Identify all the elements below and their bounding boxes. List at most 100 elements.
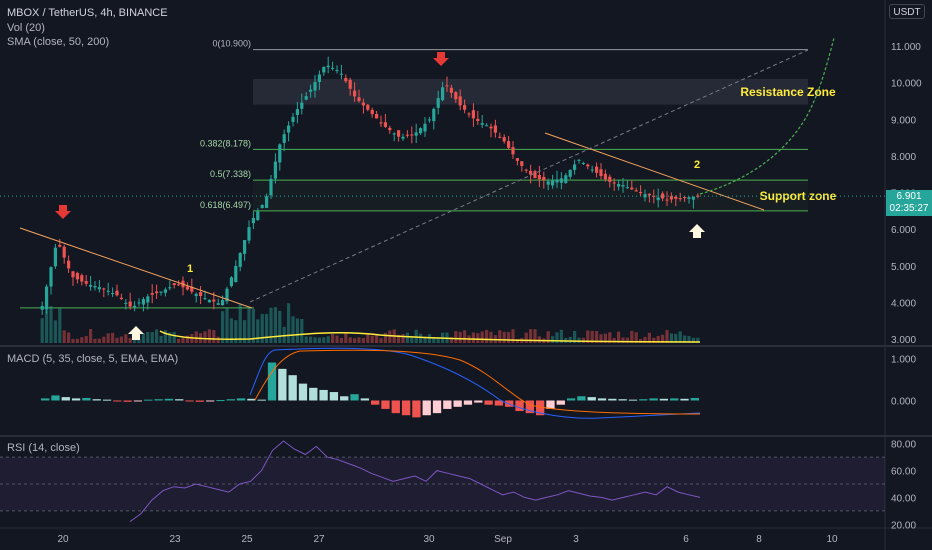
volume-bar [251, 308, 255, 343]
candle-body [269, 178, 273, 196]
macd-pane-title[interactable]: MACD (5, 35, close, 5, EMA, EMA) [7, 353, 179, 365]
volume-bar [555, 332, 559, 343]
volume-bar [212, 330, 216, 343]
volume-bar [537, 336, 541, 343]
price-tick-label: 11.000 [891, 42, 921, 53]
rsi-pane-title[interactable]: RSI (14, close) [7, 442, 80, 454]
volume-bar [515, 338, 519, 343]
macd-histogram-bar [216, 400, 225, 402]
volume-bar [687, 336, 691, 343]
candle-body [265, 196, 269, 208]
candle-body [282, 134, 286, 143]
candle-body [612, 182, 616, 184]
projected-path-curve [699, 37, 835, 195]
candle-body [590, 169, 594, 171]
volume-bar [141, 333, 145, 343]
candle-body [467, 113, 471, 115]
macd-histogram-bar [236, 398, 246, 401]
volume-bar [172, 331, 176, 343]
currency-badge[interactable]: USDT [889, 4, 925, 19]
candle-body [119, 297, 123, 300]
candle-body [370, 109, 374, 115]
candle-body [656, 197, 660, 201]
volume-bar [498, 330, 502, 343]
buy-arrow-icon [128, 326, 144, 340]
candle-body [203, 298, 207, 300]
volume-bar [652, 337, 656, 343]
macd-histogram-bar [443, 400, 452, 409]
macd-histogram-bar [288, 375, 297, 401]
macd-histogram-bar [566, 398, 576, 401]
candle-body [141, 299, 145, 305]
volume-bar [436, 337, 440, 343]
candle-body [441, 87, 445, 101]
candle-body [485, 125, 489, 127]
macd-histogram-bar [453, 400, 462, 407]
macd-histogram-bar [298, 383, 308, 401]
macd-histogram-bar [618, 399, 627, 401]
candle-body [348, 79, 352, 89]
volume-bar [45, 310, 49, 343]
volume-bar [581, 337, 585, 343]
volume-bar [181, 337, 185, 343]
volume-bar [194, 331, 198, 343]
volume-bar [559, 329, 563, 343]
rsi-band [0, 457, 885, 511]
candle-body [507, 141, 511, 148]
rsi-tick-label: 60.00 [891, 467, 916, 478]
volume-bar [115, 337, 119, 343]
rsi-tick-label: 40.00 [891, 493, 916, 504]
macd-histogram-bar [608, 398, 617, 401]
candle-body [498, 136, 502, 138]
descending-trendline-1 [19, 227, 253, 309]
volume-bar [449, 337, 453, 343]
volume-bar [75, 338, 79, 343]
candle-body [243, 240, 247, 254]
candle-body [137, 302, 141, 304]
macd-histogram-bar [144, 399, 153, 401]
volume-bar [608, 332, 612, 343]
candle-body [133, 305, 137, 308]
sma-indicator-label[interactable]: SMA (close, 50, 200) [7, 36, 110, 48]
volume-bar [344, 332, 348, 343]
volume-indicator-label[interactable]: Vol (20) [7, 22, 45, 34]
macd-histogram-bar [515, 400, 524, 412]
macd-histogram-bar [628, 399, 638, 401]
candle-body [515, 158, 519, 161]
candle-body [493, 125, 497, 133]
volume-bar [357, 337, 361, 343]
candle-body [273, 161, 277, 179]
bar-countdown: 02:35:27 [889, 203, 929, 214]
candle-body [115, 290, 119, 296]
volume-bar [97, 338, 101, 343]
volume-bar [137, 338, 141, 343]
time-tick-label: Sep [494, 534, 512, 545]
candle-body [106, 290, 110, 292]
candle-body [335, 70, 339, 72]
macd-histogram-bar [206, 400, 215, 402]
rsi-tick-label: 20.00 [891, 520, 916, 531]
price-tick-label: 6.000 [891, 225, 916, 236]
candle-body [595, 166, 599, 173]
time-tick-label: 20 [57, 534, 69, 545]
candle-body [559, 178, 563, 183]
volume-bar [533, 329, 537, 343]
symbol-title[interactable]: MBOX / TetherUS, 4h, BINANCE [7, 7, 168, 19]
macd-histogram-bar [102, 399, 112, 401]
candle-body [375, 113, 379, 119]
macd-histogram-bar [71, 398, 81, 401]
candle-body [251, 217, 255, 224]
volume-bar [410, 337, 414, 343]
candle-body [67, 260, 71, 269]
macd-histogram-bar [257, 399, 266, 401]
candle-body [45, 286, 49, 310]
price-tick-label: 5.000 [891, 262, 916, 273]
macd-histogram-bar [360, 398, 369, 401]
candle-body [97, 287, 101, 290]
macd-histogram-bar [690, 397, 699, 401]
macd-histogram-bar [226, 399, 235, 401]
rsi-line [129, 440, 701, 523]
macd-histogram-bar [381, 400, 390, 409]
candle-body [80, 275, 84, 282]
